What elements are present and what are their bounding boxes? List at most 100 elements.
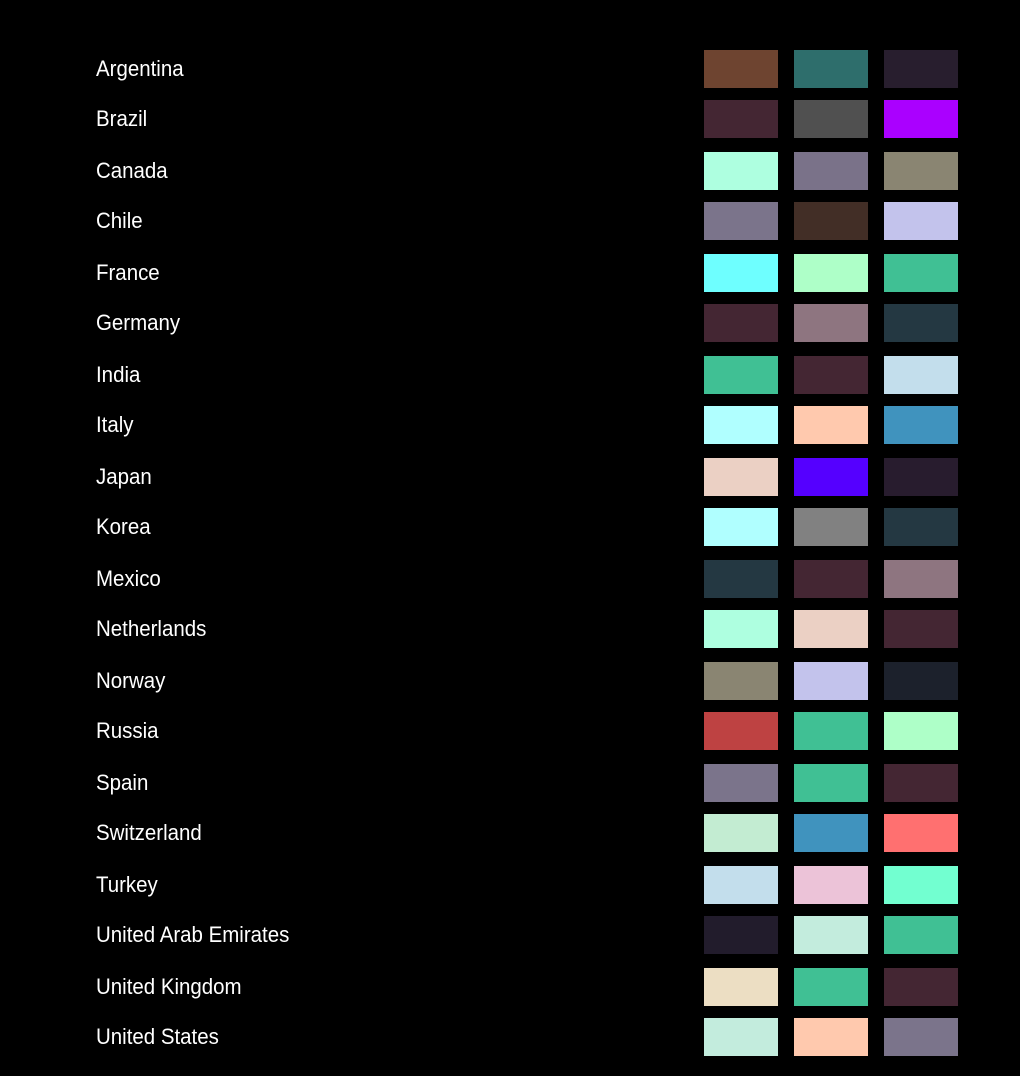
country-row: Japan [0, 458, 1020, 496]
country-label: Canada [96, 158, 168, 183]
color-swatch [704, 916, 778, 954]
color-swatch [884, 304, 958, 342]
color-swatch [704, 662, 778, 700]
color-swatch [884, 916, 958, 954]
color-swatch [704, 356, 778, 394]
color-swatch [704, 152, 778, 190]
country-row: Argentina [0, 50, 1020, 88]
country-row: Korea [0, 508, 1020, 546]
country-label: Chile [96, 208, 143, 233]
color-swatch [704, 406, 778, 444]
color-swatch [884, 968, 958, 1006]
color-swatch [884, 610, 958, 648]
color-swatch [794, 458, 868, 496]
country-label: Japan [96, 464, 152, 489]
color-swatch [794, 152, 868, 190]
country-row: United Kingdom [0, 968, 1020, 1006]
color-swatch [794, 304, 868, 342]
country-row: Switzerland [0, 814, 1020, 852]
color-swatch [794, 968, 868, 1006]
country-row: United States [0, 1018, 1020, 1056]
country-label: Germany [96, 310, 181, 335]
color-swatch [704, 458, 778, 496]
country-row: Norway [0, 662, 1020, 700]
color-swatch [884, 1018, 958, 1056]
color-swatch [884, 254, 958, 292]
country-row: Turkey [0, 866, 1020, 904]
country-label: Netherlands [96, 616, 207, 641]
color-swatch [884, 152, 958, 190]
country-row: Chile [0, 202, 1020, 240]
country-label: United Arab Emirates [96, 922, 290, 947]
country-label: Turkey [96, 872, 158, 897]
color-swatch [704, 866, 778, 904]
color-swatch [884, 560, 958, 598]
country-row: Mexico [0, 560, 1020, 598]
country-label: France [96, 260, 160, 285]
color-swatch [884, 662, 958, 700]
color-swatch [704, 968, 778, 1006]
country-label: India [96, 362, 141, 387]
country-label: United Kingdom [96, 974, 242, 999]
color-swatch [704, 610, 778, 648]
color-swatch [794, 100, 868, 138]
color-swatch [884, 458, 958, 496]
country-row: United Arab Emirates [0, 916, 1020, 954]
color-swatch [704, 100, 778, 138]
country-row: Germany [0, 304, 1020, 342]
color-swatch [884, 866, 958, 904]
color-swatch [794, 254, 868, 292]
color-swatch [704, 764, 778, 802]
color-swatch [704, 304, 778, 342]
color-swatch [794, 356, 868, 394]
color-swatch [884, 356, 958, 394]
color-swatch [884, 406, 958, 444]
color-swatch [884, 50, 958, 88]
color-swatch [794, 202, 868, 240]
color-swatch [794, 916, 868, 954]
color-swatch [884, 100, 958, 138]
country-label: Norway [96, 668, 166, 693]
color-swatch [794, 662, 868, 700]
color-swatch [704, 1018, 778, 1056]
color-swatch [794, 866, 868, 904]
color-swatch [884, 814, 958, 852]
country-label: Korea [96, 514, 151, 539]
color-swatch [794, 50, 868, 88]
country-row: Spain [0, 764, 1020, 802]
country-row: Netherlands [0, 610, 1020, 648]
color-swatch [794, 560, 868, 598]
color-swatch [794, 610, 868, 648]
color-swatch [794, 712, 868, 750]
country-label: Switzerland [96, 820, 202, 845]
color-swatch [884, 712, 958, 750]
country-label: Russia [96, 718, 159, 743]
country-row: Russia [0, 712, 1020, 750]
color-swatch [704, 202, 778, 240]
color-swatch [704, 50, 778, 88]
country-label: Italy [96, 412, 134, 437]
country-row: Brazil [0, 100, 1020, 138]
color-swatch [794, 814, 868, 852]
country-label: Brazil [96, 106, 148, 131]
color-swatch [704, 508, 778, 546]
color-swatch [794, 764, 868, 802]
color-swatch [884, 764, 958, 802]
color-swatch [704, 254, 778, 292]
country-row: Canada [0, 152, 1020, 190]
color-swatch [704, 712, 778, 750]
country-label: Spain [96, 770, 149, 795]
color-swatch [794, 1018, 868, 1056]
color-swatch [884, 202, 958, 240]
country-label: Argentina [96, 56, 184, 81]
color-swatch [704, 814, 778, 852]
country-row: Italy [0, 406, 1020, 444]
country-row: France [0, 254, 1020, 292]
color-swatch [884, 508, 958, 546]
color-swatch [794, 508, 868, 546]
color-swatch [704, 560, 778, 598]
country-label: United States [96, 1024, 219, 1049]
country-row: India [0, 356, 1020, 394]
color-swatch [794, 406, 868, 444]
country-label: Mexico [96, 566, 161, 591]
